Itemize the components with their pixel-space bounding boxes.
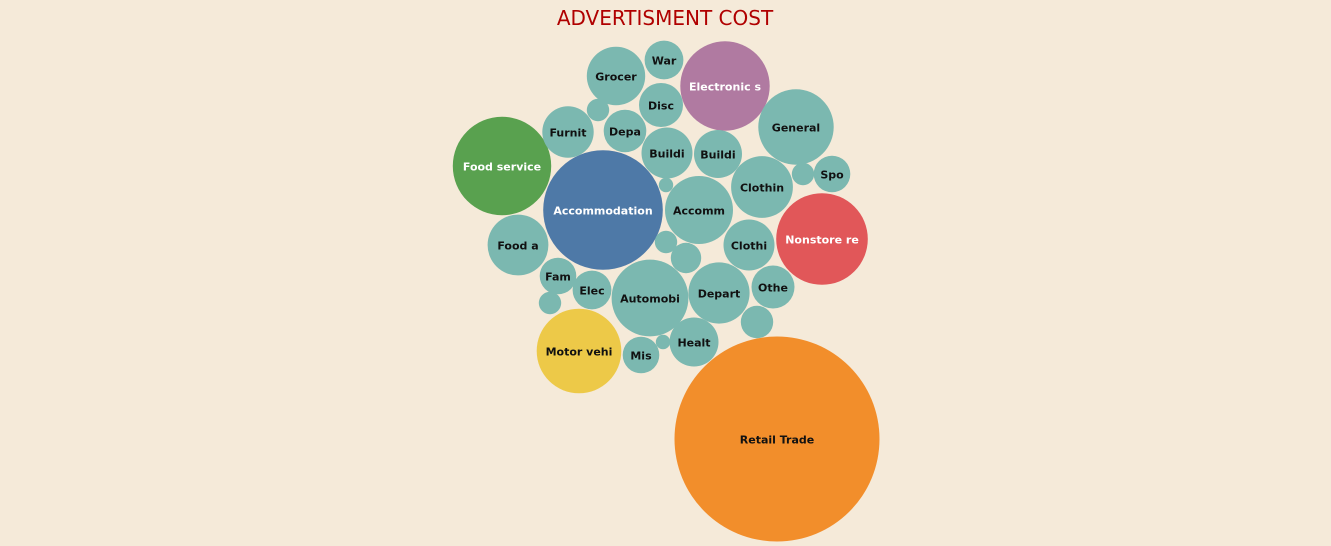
bubble-circle[interactable] — [813, 155, 851, 193]
bubble-circle[interactable] — [731, 156, 793, 218]
bubble-circle[interactable] — [542, 106, 594, 158]
bubble-label: Spo — [820, 169, 844, 182]
bubble[interactable]: Accomm — [665, 176, 733, 244]
bubble[interactable]: Food service — [452, 116, 552, 216]
bubble[interactable]: Retail Trade — [674, 336, 880, 542]
bubble[interactable]: Clothin — [731, 156, 793, 218]
bubble[interactable]: War — [644, 40, 684, 80]
bubble[interactable]: Food a — [487, 214, 549, 276]
bubble-label: Food a — [497, 240, 538, 253]
bubble-circle[interactable] — [452, 116, 552, 216]
bubble[interactable] — [670, 242, 702, 274]
bubble-label: Depart — [698, 288, 741, 301]
bubbles-layer: Retail Trade Accommodation Food service Ele… — [452, 40, 880, 542]
bubble-label: Depa — [609, 126, 641, 139]
bubble[interactable]: Motor vehi — [536, 308, 622, 394]
bubble[interactable]: Furnit — [542, 106, 594, 158]
bubble-label: Othe — [758, 282, 788, 295]
bubble[interactable]: Elec — [572, 270, 612, 310]
bubble[interactable]: Accommodation — [543, 150, 663, 270]
bubble-circle[interactable] — [536, 308, 622, 394]
bubble-circle[interactable] — [674, 336, 880, 542]
bubble-label: Accomm — [673, 205, 725, 218]
bubble[interactable]: Depart — [688, 262, 750, 324]
bubble-circle[interactable] — [751, 265, 795, 309]
bubble-circle[interactable] — [665, 176, 733, 244]
bubble-circle[interactable] — [688, 262, 750, 324]
bubble[interactable]: Buildi — [694, 130, 742, 178]
bubble-circle[interactable] — [539, 257, 577, 295]
bubble-circle[interactable] — [543, 150, 663, 270]
bubble-label: Healt — [677, 337, 710, 350]
bubble-circle[interactable] — [654, 230, 678, 254]
bubble[interactable]: General — [758, 89, 834, 165]
bubble[interactable]: Healt — [669, 317, 719, 367]
bubble[interactable] — [791, 162, 815, 186]
bubble-label: General — [772, 122, 820, 135]
bubble-circle[interactable] — [603, 109, 647, 153]
bubble-label: Fam — [545, 271, 571, 284]
bubble-circle[interactable] — [611, 259, 689, 337]
bubble-circle[interactable] — [723, 219, 775, 271]
bubble-label: Mis — [630, 350, 652, 363]
bubble-label: Electronic s — [689, 81, 761, 94]
bubble[interactable]: Grocer — [586, 46, 646, 106]
bubble-label: Clothi — [731, 240, 767, 253]
chart-title: ADVERTISMENT COST — [557, 6, 774, 30]
bubble[interactable]: Mis — [622, 336, 660, 374]
bubble-label: Elec — [579, 285, 604, 298]
bubble-circle[interactable] — [572, 270, 612, 310]
bubble-label: Nonstore re — [785, 234, 859, 247]
bubble-circle[interactable] — [655, 334, 671, 350]
bubble-label: Automobi — [620, 293, 680, 306]
bubble-label: Motor vehi — [546, 346, 613, 359]
bubble-circle[interactable] — [487, 214, 549, 276]
bubble-label: Buildi — [700, 149, 735, 162]
bubble-circle[interactable] — [639, 83, 683, 127]
bubble[interactable] — [658, 177, 674, 193]
bubble[interactable]: Disc — [639, 83, 683, 127]
bubble[interactable] — [740, 305, 774, 339]
bubble[interactable] — [538, 291, 562, 315]
bubble[interactable]: Fam — [539, 257, 577, 295]
bubble-circle[interactable] — [680, 41, 770, 131]
bubble-circle[interactable] — [586, 46, 646, 106]
bubble-circle[interactable] — [641, 127, 693, 179]
bubble-label: Retail Trade — [740, 434, 814, 447]
bubble-circle[interactable] — [670, 242, 702, 274]
bubble[interactable]: Depa — [603, 109, 647, 153]
bubble-circle[interactable] — [538, 291, 562, 315]
bubble-circle[interactable] — [776, 193, 868, 285]
bubble-label: Disc — [648, 100, 674, 113]
bubble-circle[interactable] — [622, 336, 660, 374]
bubble[interactable]: Spo — [813, 155, 851, 193]
bubble-circle[interactable] — [694, 130, 742, 178]
bubble-label: Grocer — [595, 71, 637, 84]
bubble-label: Food service — [463, 161, 541, 174]
bubble-circle[interactable] — [658, 177, 674, 193]
bubble-label: Clothin — [740, 182, 784, 195]
bubble-circle[interactable] — [669, 317, 719, 367]
bubble[interactable]: Clothi — [723, 219, 775, 271]
bubble-circle[interactable] — [586, 98, 610, 122]
bubble-circle[interactable] — [740, 305, 774, 339]
bubble[interactable]: Automobi — [611, 259, 689, 337]
bubble[interactable] — [586, 98, 610, 122]
bubble[interactable] — [655, 334, 671, 350]
bubble-label: Furnit — [549, 127, 586, 140]
bubble[interactable]: Nonstore re — [776, 193, 868, 285]
bubble[interactable]: Electronic s — [680, 41, 770, 131]
bubble-circle[interactable] — [644, 40, 684, 80]
bubble-label: Buildi — [649, 148, 684, 161]
bubble-label: Accommodation — [553, 205, 652, 218]
bubble[interactable]: Buildi — [641, 127, 693, 179]
bubble-circle[interactable] — [791, 162, 815, 186]
bubble-circle[interactable] — [758, 89, 834, 165]
bubble[interactable]: Othe — [751, 265, 795, 309]
bubble-label: War — [652, 55, 677, 68]
bubble[interactable] — [654, 230, 678, 254]
